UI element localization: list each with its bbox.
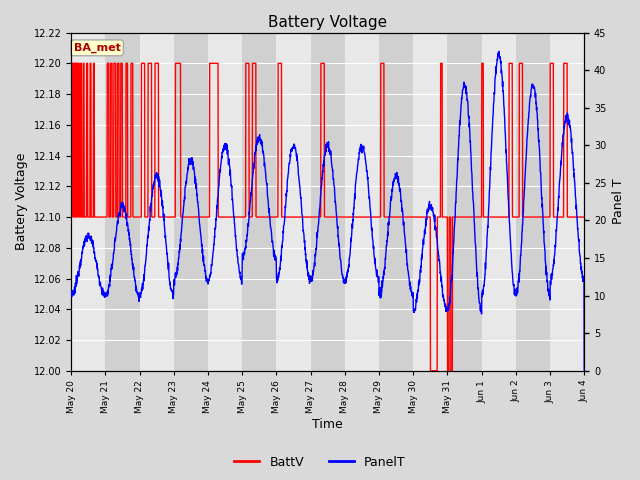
PanelT	[580, 368, 588, 374]
Bar	[516, 33, 550, 371]
PanelT	[342, 274, 350, 280]
PanelT	[495, 48, 503, 54]
PanelT	[211, 239, 218, 245]
Bar	[550, 33, 584, 371]
X-axis label: Time: Time	[312, 419, 343, 432]
Bar	[276, 33, 310, 371]
BattV	[211, 60, 218, 66]
Legend: BattV, PanelT: BattV, PanelT	[229, 451, 411, 474]
BattV	[354, 214, 362, 220]
Text: BA_met: BA_met	[74, 43, 120, 53]
Bar	[140, 33, 174, 371]
Bar	[242, 33, 276, 371]
Bar	[71, 33, 106, 371]
BattV	[536, 214, 543, 220]
BattV	[342, 214, 350, 220]
Bar	[447, 33, 482, 371]
Y-axis label: Panel T: Panel T	[612, 179, 625, 225]
BattV	[477, 214, 484, 220]
Bar	[208, 33, 242, 371]
PanelT	[550, 262, 557, 268]
Bar	[106, 33, 140, 371]
PanelT	[67, 293, 75, 299]
Bar	[345, 33, 379, 371]
BattV	[67, 214, 75, 220]
BattV	[580, 214, 588, 220]
Bar	[174, 33, 208, 371]
PanelT	[477, 308, 484, 314]
Y-axis label: Battery Voltage: Battery Voltage	[15, 153, 28, 251]
BattV	[427, 368, 435, 374]
Bar	[379, 33, 413, 371]
Line: PanelT: PanelT	[71, 51, 584, 371]
Bar	[413, 33, 447, 371]
BattV	[68, 60, 76, 66]
Title: Battery Voltage: Battery Voltage	[268, 15, 387, 30]
BattV	[550, 214, 557, 220]
Line: BattV: BattV	[71, 63, 584, 371]
PanelT	[353, 167, 361, 173]
Bar	[482, 33, 516, 371]
Bar	[310, 33, 345, 371]
PanelT	[535, 143, 543, 149]
